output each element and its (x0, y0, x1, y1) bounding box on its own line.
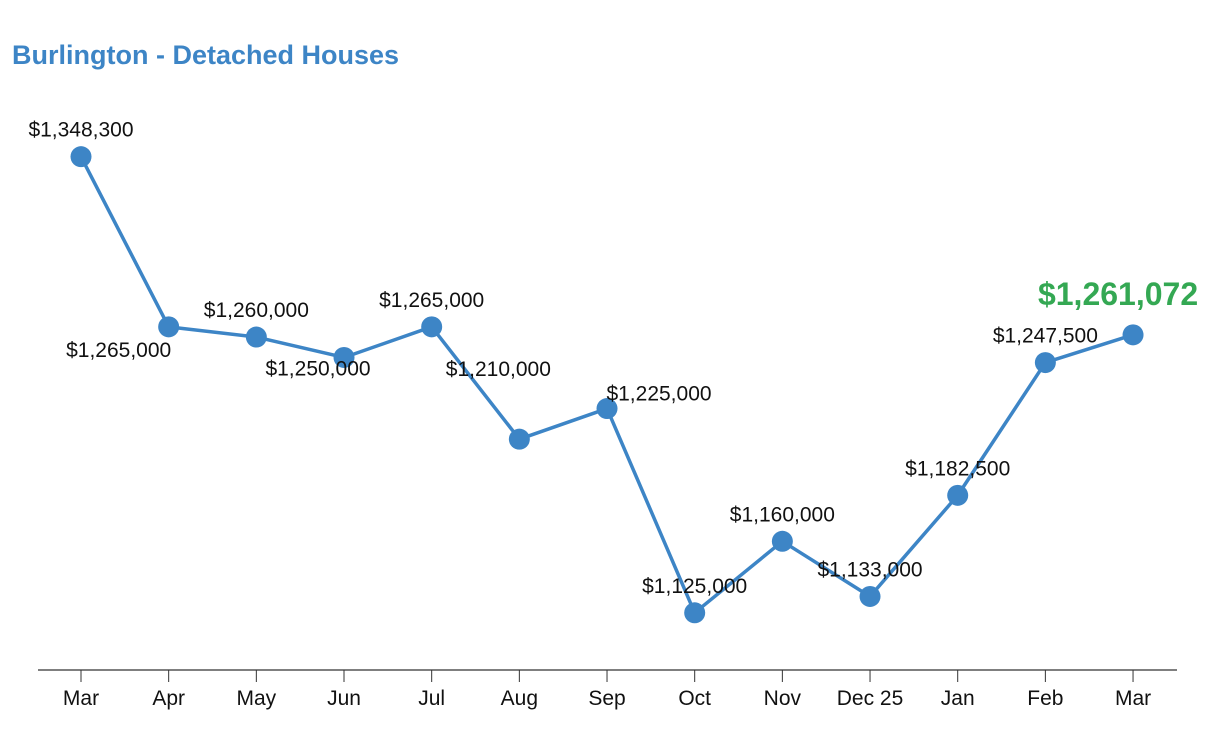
x-tick-label: Sep (588, 687, 625, 710)
data-point (333, 346, 355, 368)
data-label: $1,210,000 (446, 358, 551, 381)
data-label: $1,160,000 (730, 503, 835, 526)
data-point (1122, 324, 1144, 346)
data-point (508, 428, 530, 450)
data-point (1034, 352, 1056, 374)
data-point (771, 530, 793, 552)
data-point (245, 326, 267, 348)
x-tick-label: Mar (1115, 687, 1151, 710)
chart-title: Burlington - Detached Houses (12, 40, 400, 70)
data-label: $1,265,000 (66, 339, 171, 362)
data-label: $1,247,500 (993, 325, 1098, 348)
x-tick-label: May (236, 687, 276, 710)
x-tick-label: Oct (678, 687, 711, 710)
data-label: $1,348,300 (28, 119, 133, 142)
data-label: $1,133,000 (817, 558, 922, 581)
x-tick-label: Jun (327, 687, 361, 710)
data-label: $1,260,000 (204, 299, 309, 322)
data-point (596, 398, 618, 420)
data-point (70, 146, 92, 168)
data-point (947, 484, 969, 506)
x-tick-label: Dec 25 (837, 687, 904, 710)
x-tick-label: Apr (152, 687, 185, 710)
data-label: $1,182,500 (905, 457, 1010, 480)
x-tick-label: Aug (501, 687, 538, 710)
data-point (158, 316, 180, 338)
data-point (421, 316, 443, 338)
data-label: $1,265,000 (379, 289, 484, 312)
data-point (859, 585, 881, 607)
x-tick-label: Feb (1027, 687, 1063, 710)
x-tick-label: Jan (941, 687, 975, 710)
data-point (684, 602, 706, 624)
data-label: $1,250,000 (265, 357, 370, 380)
x-tick-label: Mar (63, 687, 99, 710)
data-label: $1,225,000 (606, 383, 711, 406)
highlight-data-label: $1,261,072 (1038, 276, 1198, 312)
x-tick-label: Jul (418, 687, 445, 710)
x-tick-label: Nov (764, 687, 802, 710)
data-label: $1,125,000 (642, 575, 747, 598)
